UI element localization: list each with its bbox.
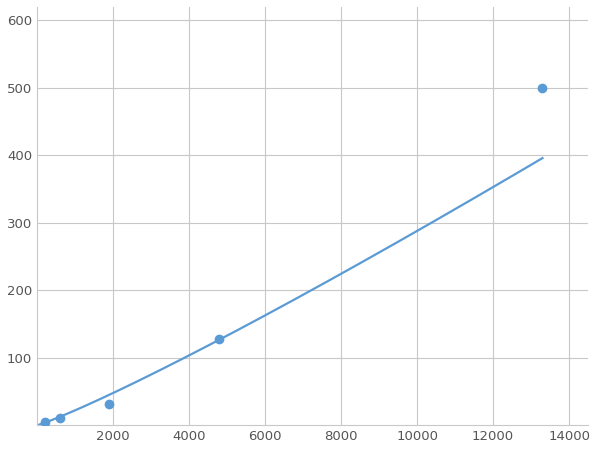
Point xyxy=(538,84,547,91)
Point xyxy=(104,400,114,407)
Point xyxy=(215,335,224,342)
Point xyxy=(55,415,65,422)
Point xyxy=(40,418,49,425)
